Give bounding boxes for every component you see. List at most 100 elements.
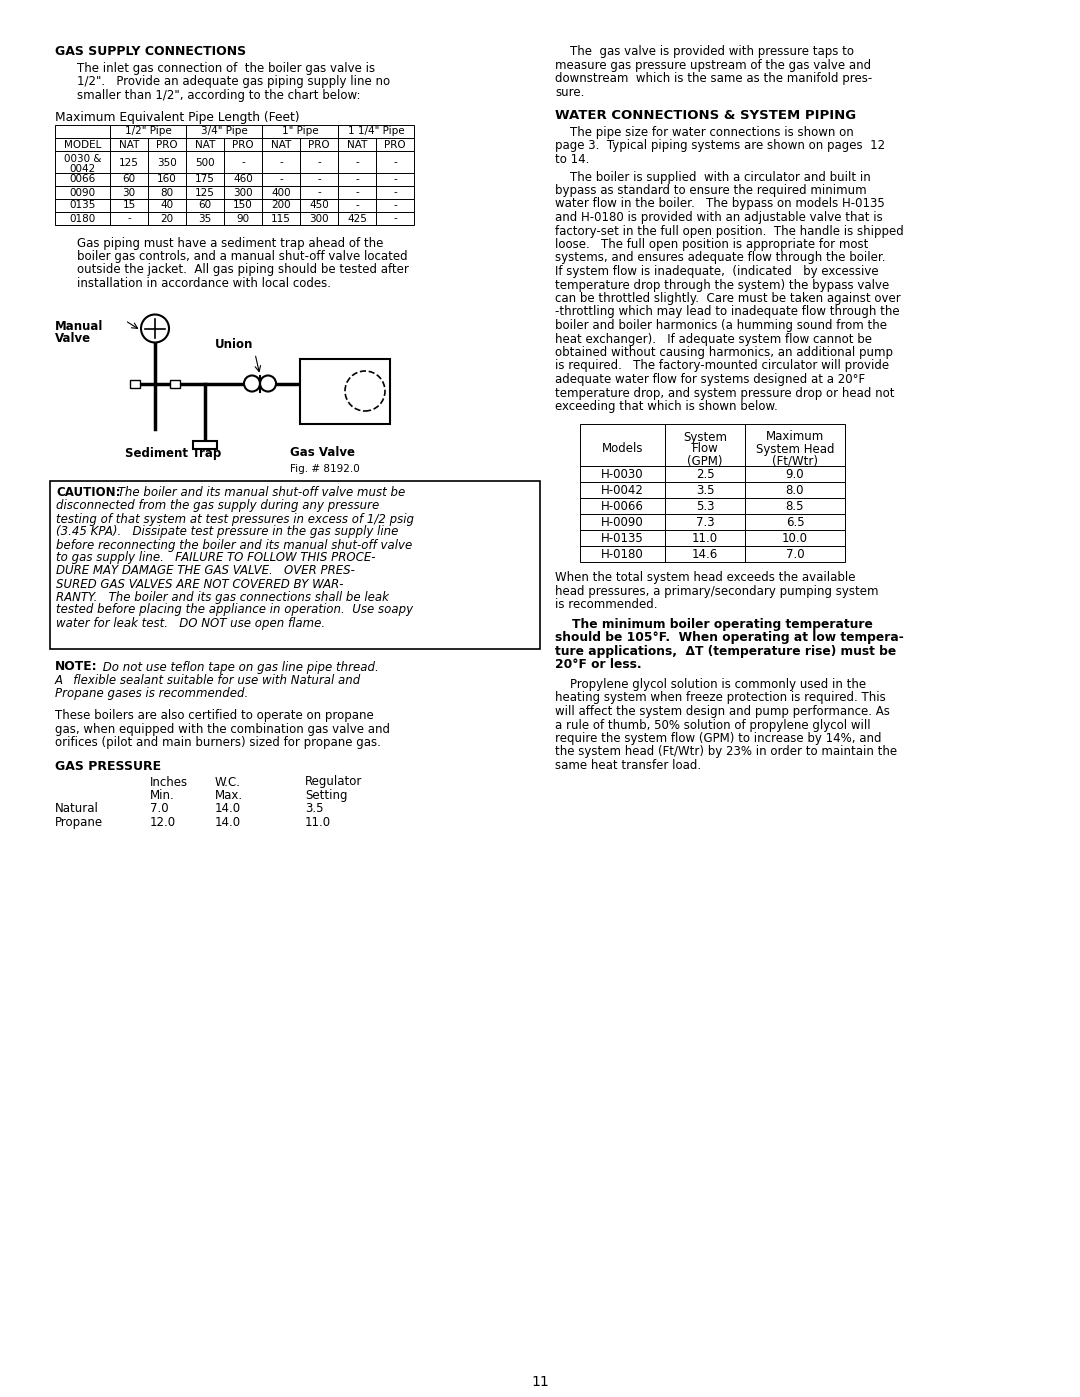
Bar	[338, 198, 376, 211]
Text: testing of that system at test pressures in excess of 1/2 psig: testing of that system at test pressures…	[56, 513, 414, 525]
Bar	[55, 151, 110, 172]
Text: 9.0: 9.0	[785, 468, 805, 482]
Text: 200: 200	[271, 201, 291, 211]
Bar	[224, 211, 262, 225]
Text: Models: Models	[602, 443, 644, 455]
Text: 0135: 0135	[69, 201, 96, 211]
Text: W.C.: W.C.	[215, 775, 241, 788]
Bar	[580, 482, 665, 497]
Text: PRO: PRO	[232, 140, 254, 149]
Bar	[580, 529, 665, 545]
Text: 450: 450	[309, 201, 329, 211]
Text: installation in accordance with local codes.: installation in accordance with local co…	[77, 277, 330, 291]
Text: CAUTION:: CAUTION:	[56, 486, 121, 500]
Text: Natural: Natural	[55, 802, 99, 816]
Text: The inlet gas connection of  the boiler gas valve is: The inlet gas connection of the boiler g…	[77, 61, 375, 75]
Text: Propane: Propane	[55, 816, 103, 828]
Text: 35: 35	[199, 214, 212, 224]
Bar	[745, 545, 845, 562]
Bar	[148, 198, 186, 211]
Bar	[338, 137, 376, 151]
Text: 125: 125	[119, 158, 139, 168]
Text: The  gas valve is provided with pressure taps to: The gas valve is provided with pressure …	[555, 45, 854, 59]
Bar	[300, 198, 338, 211]
Text: 1/2" Pipe: 1/2" Pipe	[124, 126, 172, 136]
Bar	[300, 186, 338, 198]
Text: 14.6: 14.6	[692, 549, 718, 562]
Text: Maximum Equivalent Pipe Length (Feet): Maximum Equivalent Pipe Length (Feet)	[55, 110, 299, 123]
Text: 125: 125	[195, 187, 215, 197]
Text: System: System	[683, 430, 727, 443]
Text: obtained without causing harmonics, an additional pump: obtained without causing harmonics, an a…	[555, 346, 893, 359]
Bar	[186, 137, 224, 151]
Bar	[338, 186, 376, 198]
Text: orifices (pilot and main burners) sized for propane gas.: orifices (pilot and main burners) sized …	[55, 736, 381, 749]
Bar	[110, 186, 148, 198]
Text: Regulator: Regulator	[305, 775, 363, 788]
Bar	[55, 211, 110, 225]
Text: outside the jacket.  All gas piping should be tested after: outside the jacket. All gas piping shoul…	[77, 264, 409, 277]
Text: 80: 80	[161, 187, 174, 197]
Text: H-0042: H-0042	[602, 485, 644, 497]
Text: loose.   The full open position is appropriate for most: loose. The full open position is appropr…	[555, 237, 868, 251]
Text: 0066: 0066	[69, 175, 96, 184]
Bar	[338, 172, 376, 186]
Text: 14.0: 14.0	[215, 816, 241, 828]
Text: Propane gases is recommended.: Propane gases is recommended.	[55, 687, 248, 700]
Bar	[110, 172, 148, 186]
Bar	[262, 124, 338, 137]
Text: water for leak test.   DO NOT use open flame.: water for leak test. DO NOT use open fla…	[56, 616, 325, 630]
Text: 11: 11	[531, 1375, 549, 1389]
Text: When the total system head exceeds the available: When the total system head exceeds the a…	[555, 571, 855, 584]
Text: 6.5: 6.5	[785, 517, 805, 529]
Bar	[148, 151, 186, 172]
Text: temperature drop through the system) the bypass valve: temperature drop through the system) the…	[555, 278, 889, 292]
Text: sure.: sure.	[555, 85, 584, 99]
Bar	[186, 172, 224, 186]
Text: 0030 &: 0030 &	[64, 155, 102, 165]
Bar	[376, 172, 414, 186]
Bar	[148, 186, 186, 198]
Text: Valve: Valve	[55, 331, 91, 345]
Text: 460: 460	[233, 175, 253, 184]
Bar	[376, 198, 414, 211]
Text: 115: 115	[271, 214, 291, 224]
Bar	[224, 198, 262, 211]
Text: The minimum boiler operating temperature: The minimum boiler operating temperature	[555, 617, 873, 631]
Bar	[665, 423, 745, 465]
Text: Sediment Trap: Sediment Trap	[125, 447, 221, 460]
Text: 3/4" Pipe: 3/4" Pipe	[201, 126, 247, 136]
Text: measure gas pressure upstream of the gas valve and: measure gas pressure upstream of the gas…	[555, 59, 872, 71]
Text: PRO: PRO	[384, 140, 406, 149]
Text: NAT: NAT	[194, 140, 215, 149]
Text: -: -	[393, 158, 396, 168]
Text: Flow: Flow	[691, 443, 718, 455]
Text: downstream  which is the same as the manifold pres-: downstream which is the same as the mani…	[555, 73, 873, 85]
Text: before reconnecting the boiler and its manual shut-off valve: before reconnecting the boiler and its m…	[56, 538, 413, 552]
Text: gas, when equipped with the combination gas valve and: gas, when equipped with the combination …	[55, 722, 390, 735]
Text: 1 1/4" Pipe: 1 1/4" Pipe	[348, 126, 404, 136]
Text: smaller than 1/2", according to the chart below:: smaller than 1/2", according to the char…	[77, 89, 361, 102]
Bar	[186, 211, 224, 225]
Text: NAT: NAT	[119, 140, 139, 149]
Text: WATER CONNECTIONS & SYSTEM PIPING: WATER CONNECTIONS & SYSTEM PIPING	[555, 109, 856, 122]
Bar	[338, 151, 376, 172]
Bar	[300, 151, 338, 172]
Text: Inches: Inches	[150, 775, 188, 788]
Text: exceeding that which is shown below.: exceeding that which is shown below.	[555, 400, 778, 414]
Text: 3.5: 3.5	[696, 485, 714, 497]
Text: factory-set in the full open position.  The handle is shipped: factory-set in the full open position. T…	[555, 225, 904, 237]
Text: -throttling which may lead to inadequate flow through the: -throttling which may lead to inadequate…	[555, 306, 900, 319]
Text: -: -	[127, 214, 131, 224]
Text: -: -	[393, 187, 396, 197]
Text: 425: 425	[347, 214, 367, 224]
Text: and H-0180 is provided with an adjustable valve that is: and H-0180 is provided with an adjustabl…	[555, 211, 882, 224]
Bar	[745, 514, 845, 529]
Text: Manual: Manual	[55, 320, 104, 334]
Text: 60: 60	[199, 201, 212, 211]
Bar	[580, 545, 665, 562]
Bar	[186, 186, 224, 198]
Bar	[110, 211, 148, 225]
Text: (3.45 KPA).   Dissipate test pressure in the gas supply line: (3.45 KPA). Dissipate test pressure in t…	[56, 525, 399, 538]
Text: to gas supply line.   FAILURE TO FOLLOW THIS PROCE-: to gas supply line. FAILURE TO FOLLOW TH…	[56, 552, 376, 564]
